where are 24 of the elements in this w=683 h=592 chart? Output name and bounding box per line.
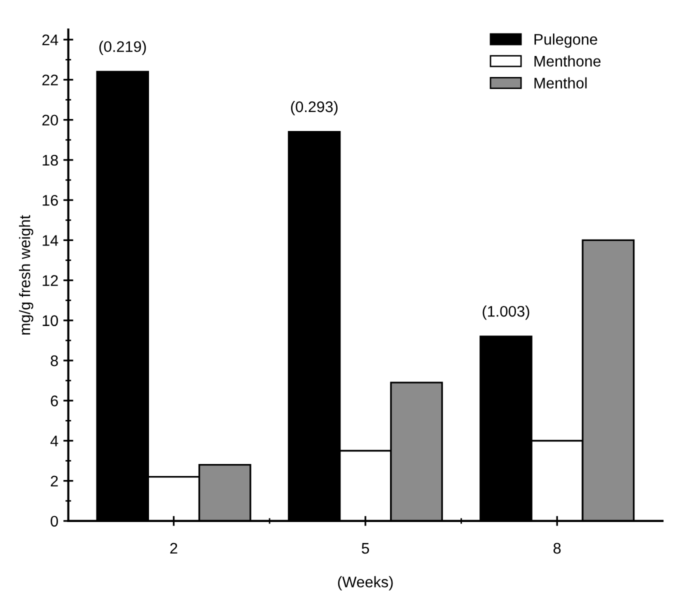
x-tick-label: 5	[362, 543, 370, 554]
legend-label: Pulegone	[534, 34, 598, 48]
y-axis-title: mg/g fresh weight	[19, 215, 34, 335]
x-tick-label: 8	[554, 542, 561, 554]
annotation: (0.219)	[99, 40, 146, 56]
y-tick-label: 10	[42, 315, 58, 326]
y-tick-label: 16	[42, 194, 58, 206]
legend-label: Menthol	[534, 77, 587, 89]
y-tick-label: 0	[50, 516, 58, 527]
annotation: (1.003)	[482, 306, 530, 320]
y-tick-label: 14	[42, 235, 58, 246]
annotation: (0.293)	[291, 100, 338, 116]
y-tick-label: 6	[50, 395, 58, 406]
legend-label: Menthone	[534, 55, 601, 67]
y-tick-label: 18	[42, 154, 58, 166]
y-tick-label: 12	[42, 275, 58, 286]
y-tick-label: 2	[50, 476, 58, 486]
y-tick-label: 4	[50, 436, 58, 446]
x-tick-label: 2	[170, 542, 178, 554]
y-tick-label: 22	[42, 74, 58, 86]
y-tick-label: 24	[42, 34, 58, 46]
y-tick-label: 8	[50, 355, 58, 366]
x-axis-title: (Weeks)	[338, 576, 393, 590]
y-tick-label: 20	[42, 114, 58, 126]
